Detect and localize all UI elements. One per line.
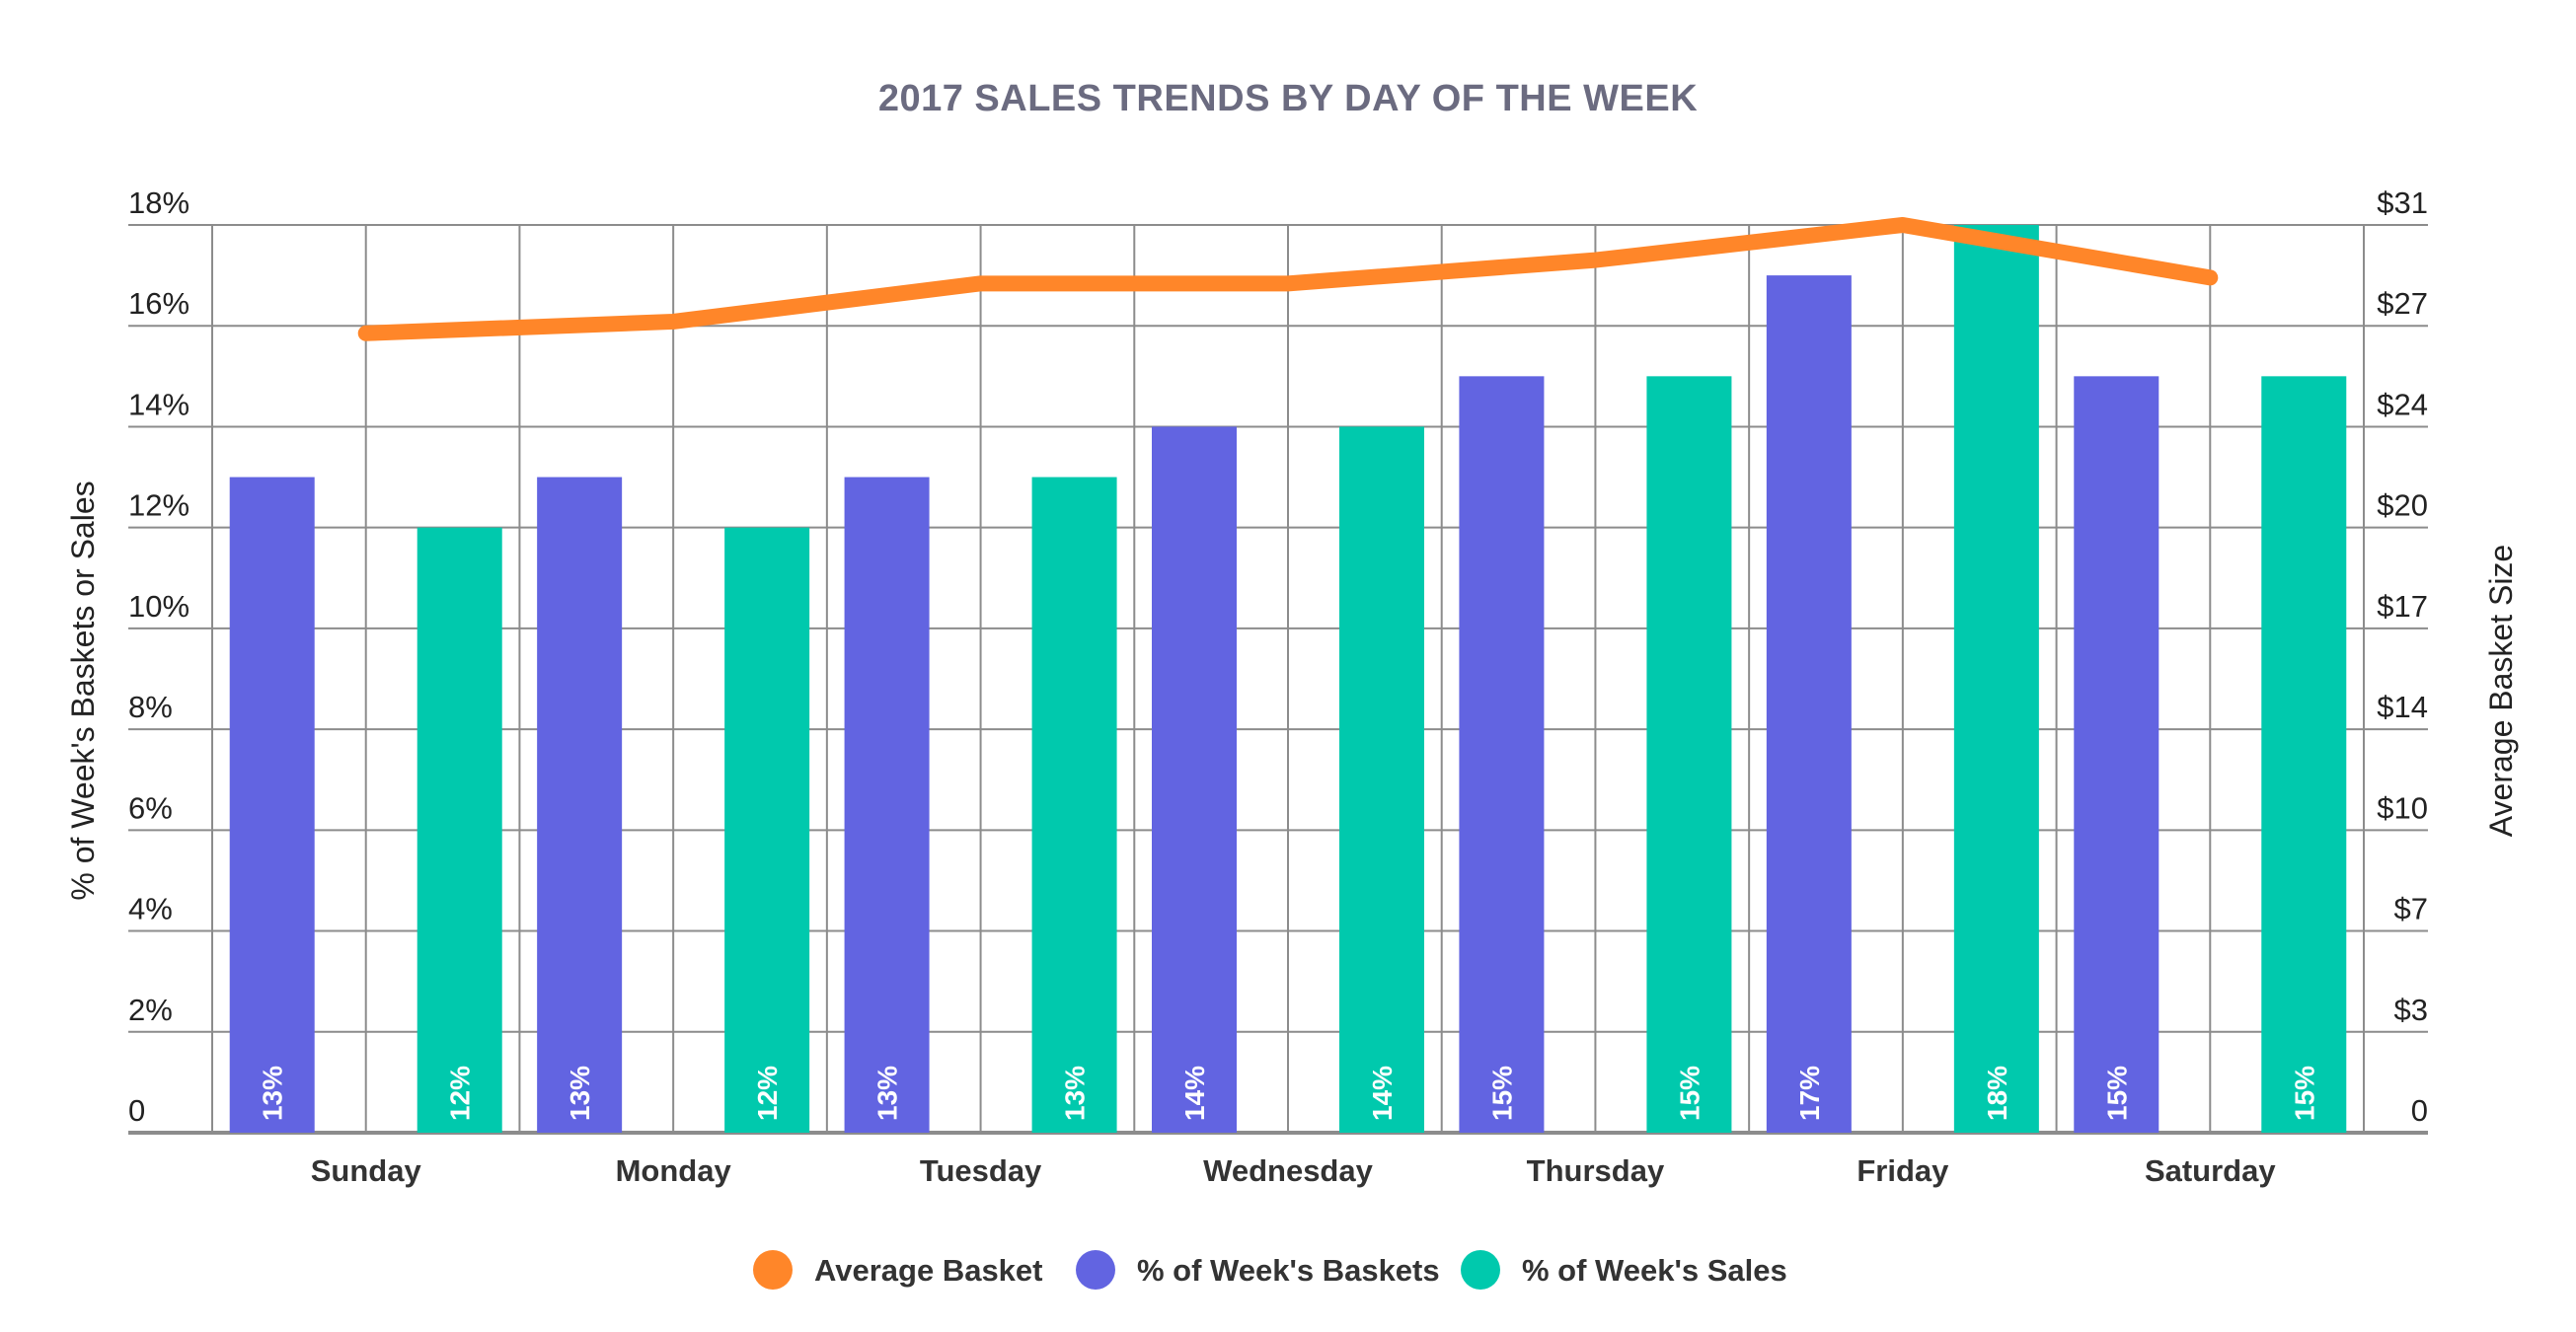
y2-tick-label: $20 [2377, 488, 2428, 523]
bar [844, 477, 930, 1133]
bar [724, 527, 810, 1133]
bar-value-label: 14% [1179, 1066, 1210, 1121]
y2-tick-label: $27 [2377, 286, 2428, 321]
legend-label: % of Week's Sales [1522, 1253, 1787, 1288]
bar-value-label: 13% [872, 1066, 903, 1121]
y-tick-label: 0 [128, 1093, 145, 1128]
y-tick-label: 18% [128, 185, 189, 220]
y-tick-label: 16% [128, 286, 189, 321]
y2-tick-label: 0 [2411, 1093, 2428, 1128]
x-tick-label: Sunday [311, 1153, 422, 1188]
y-tick-label: 4% [128, 892, 173, 926]
bar [1646, 376, 1732, 1133]
y-tick-label: 8% [128, 690, 173, 724]
bar-layer: 13% 13% 13% 14% 15% 17% 15% 12% 12% 13% 14% 15% 18% 1… [229, 225, 2347, 1134]
bar [229, 477, 315, 1133]
x-tick-label: Wednesday [1203, 1153, 1373, 1188]
bar [417, 527, 502, 1133]
y2-tick-label: $7 [2394, 892, 2428, 926]
y2-axis-title: Average Basket Size [2483, 545, 2519, 837]
y2-tick-label: $3 [2394, 993, 2428, 1027]
y-tick-label: 10% [128, 589, 189, 624]
x-tick-label: Friday [1856, 1153, 1949, 1188]
bar-value-label: 15% [2101, 1066, 2132, 1121]
y2-tick-label: $24 [2377, 387, 2428, 421]
bar [1953, 225, 2039, 1133]
line-layer [357, 217, 2219, 341]
bar-value-label: 15% [1674, 1066, 1705, 1121]
y2-tick-label: $14 [2377, 690, 2428, 724]
legend-marker [1461, 1250, 1500, 1290]
bar [2074, 376, 2159, 1133]
axis-layer: 0 0 2% $3 4% $7 6% $10 8% $14 10% $17 12% $20 14% $24 16… [128, 185, 2428, 1188]
bar-value-label: 14% [1367, 1066, 1398, 1121]
y-axis-title: % of Week's Baskets or Sales [65, 481, 101, 900]
bar [1152, 426, 1237, 1133]
bar [1339, 426, 1424, 1133]
y2-tick-label: $17 [2377, 589, 2428, 624]
y-tick-label: 2% [128, 993, 173, 1027]
y-tick-label: 12% [128, 488, 189, 523]
bar-value-label: 13% [258, 1066, 288, 1121]
average-basket-line [357, 217, 2219, 341]
bar [537, 477, 623, 1133]
x-tick-label: Thursday [1527, 1153, 1665, 1188]
bar-value-label: 17% [1794, 1066, 1825, 1121]
x-tick-label: Monday [616, 1153, 732, 1188]
chart-title: 2017 SALES TRENDS BY DAY OF THE WEEK [878, 78, 1698, 119]
bar [2261, 376, 2347, 1133]
y-tick-label: 6% [128, 790, 173, 825]
grid-layer [128, 224, 2428, 1135]
x-tick-label: Tuesday [920, 1153, 1042, 1188]
y2-tick-label: $10 [2377, 790, 2428, 825]
bar-value-label: 13% [565, 1066, 595, 1121]
legend-label: Average Basket [814, 1253, 1043, 1288]
bar [1766, 275, 1852, 1134]
y2-tick-label: $31 [2377, 185, 2428, 220]
bar-value-label: 15% [1486, 1066, 1517, 1121]
bar-value-label: 12% [752, 1066, 783, 1121]
legend-label: % of Week's Baskets [1137, 1253, 1440, 1288]
x-tick-label: Saturday [2145, 1153, 2276, 1188]
bar-value-label: 18% [1982, 1066, 2012, 1121]
legend: Average Basket % of Week's Baskets % of We… [753, 1250, 1787, 1290]
bar [1031, 477, 1117, 1133]
bar-value-label: 13% [1060, 1066, 1091, 1121]
legend-marker [753, 1250, 793, 1290]
bar [1459, 376, 1545, 1133]
y-tick-label: 14% [128, 387, 189, 421]
bar-value-label: 12% [445, 1066, 476, 1121]
bar-value-label: 15% [2289, 1066, 2319, 1121]
legend-marker [1076, 1250, 1115, 1290]
